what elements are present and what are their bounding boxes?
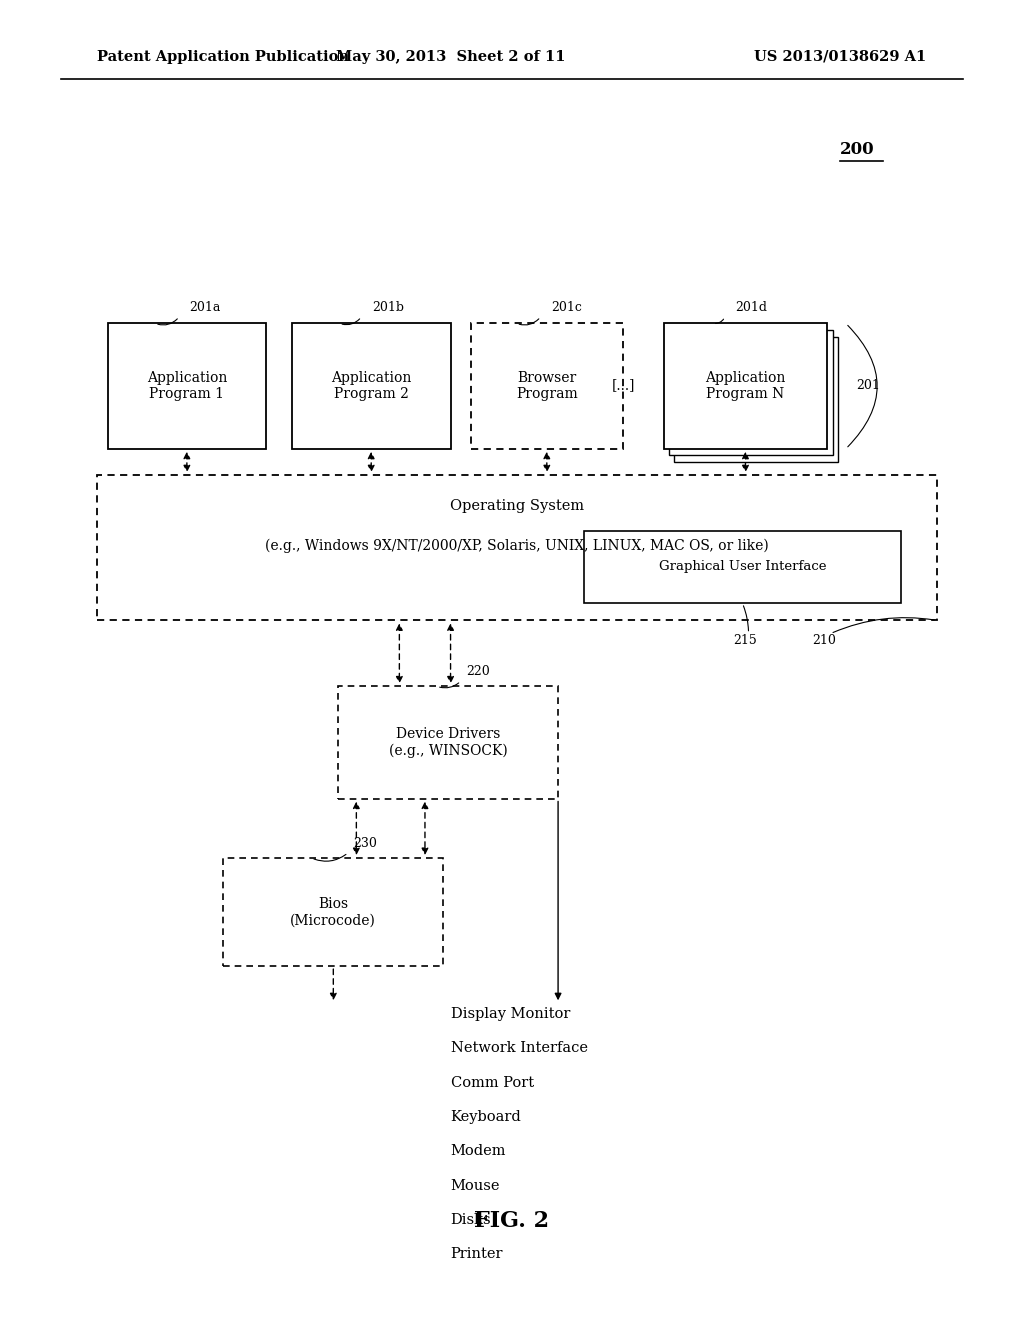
Bar <box>97 475 937 620</box>
Text: [...]: [...] <box>612 379 635 392</box>
Bar <box>471 323 623 449</box>
Text: 230: 230 <box>353 837 377 850</box>
Text: (e.g., Windows 9X/NT/2000/XP, Solaris, UNIX, LINUX, MAC OS, or like): (e.g., Windows 9X/NT/2000/XP, Solaris, U… <box>265 539 769 553</box>
Text: Application
Program 1: Application Program 1 <box>146 371 227 401</box>
Text: Printer: Printer <box>451 1247 503 1262</box>
Text: 201b: 201b <box>372 301 403 314</box>
Text: Graphical User Interface: Graphical User Interface <box>658 561 826 573</box>
Text: 201: 201 <box>856 379 880 392</box>
Text: Application
Program 2: Application Program 2 <box>331 371 412 401</box>
Bar <box>108 323 266 449</box>
Text: Browser
Program: Browser Program <box>516 371 578 401</box>
Bar <box>223 858 443 966</box>
Bar <box>674 337 838 462</box>
Text: Application
Program N: Application Program N <box>706 371 785 401</box>
Text: 215: 215 <box>733 634 757 647</box>
Text: Device Drivers
(e.g., WINSOCK): Device Drivers (e.g., WINSOCK) <box>389 727 507 758</box>
Text: Modem: Modem <box>451 1144 506 1159</box>
Text: Display Monitor: Display Monitor <box>451 1007 570 1022</box>
Bar <box>338 686 558 799</box>
Text: FIG. 2: FIG. 2 <box>474 1210 550 1232</box>
Text: Comm Port: Comm Port <box>451 1076 534 1090</box>
Text: 200: 200 <box>840 141 874 158</box>
Text: 210: 210 <box>812 634 836 647</box>
Text: Mouse: Mouse <box>451 1179 500 1193</box>
Text: Keyboard: Keyboard <box>451 1110 521 1125</box>
Text: Network Interface: Network Interface <box>451 1041 588 1056</box>
Text: 201a: 201a <box>189 301 221 314</box>
Bar <box>584 531 901 603</box>
Text: 201c: 201c <box>551 301 582 314</box>
Text: 220: 220 <box>466 665 489 678</box>
Bar <box>664 323 827 449</box>
Text: May 30, 2013  Sheet 2 of 11: May 30, 2013 Sheet 2 of 11 <box>336 50 565 63</box>
Text: Bios
(Microcode): Bios (Microcode) <box>291 898 376 927</box>
Text: 201d: 201d <box>735 301 767 314</box>
Bar <box>669 330 833 455</box>
Text: Disks: Disks <box>451 1213 492 1228</box>
Text: Operating System: Operating System <box>451 499 584 513</box>
Text: US 2013/0138629 A1: US 2013/0138629 A1 <box>755 50 927 63</box>
Bar <box>292 323 451 449</box>
Text: Patent Application Publication: Patent Application Publication <box>97 50 349 63</box>
